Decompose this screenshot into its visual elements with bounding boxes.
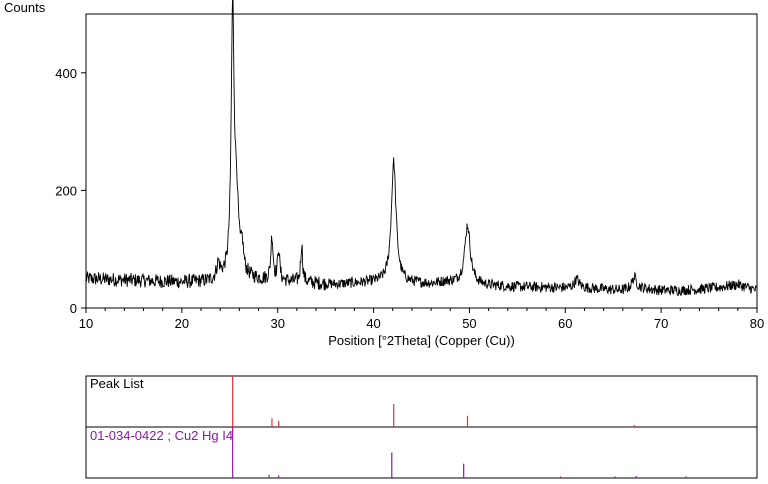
y-tick-label: 200 — [55, 183, 77, 198]
reference-panel: Peak List 01-034-0422 ; Cu2 Hg I4 — [85, 375, 758, 479]
x-tick-label: 20 — [175, 316, 189, 331]
plot-frame — [85, 13, 758, 309]
x-axis-title: Position [°2Theta] (Copper (Cu)) — [328, 333, 515, 348]
reference-label: 01-034-0422 ; Cu2 Hg I4 — [90, 428, 233, 443]
y-tick-label: 0 — [70, 301, 77, 316]
y-axis-title: Counts — [4, 0, 46, 15]
x-tick-label: 10 — [79, 316, 93, 331]
x-tick-label: 40 — [366, 316, 380, 331]
diffraction-plot: Counts 0 200 400 10 20 30 40 50 60 70 80 Position [°… — [4, 0, 764, 348]
diffraction-line — [85, 0, 758, 296]
y-tick-label: 400 — [55, 66, 77, 81]
x-tick-label: 30 — [270, 316, 284, 331]
x-tick-label: 60 — [558, 316, 572, 331]
peak-list-label: Peak List — [90, 376, 144, 391]
x-tick-label: 80 — [750, 316, 764, 331]
x-tick-label: 50 — [462, 316, 476, 331]
x-tick-label: 70 — [654, 316, 668, 331]
